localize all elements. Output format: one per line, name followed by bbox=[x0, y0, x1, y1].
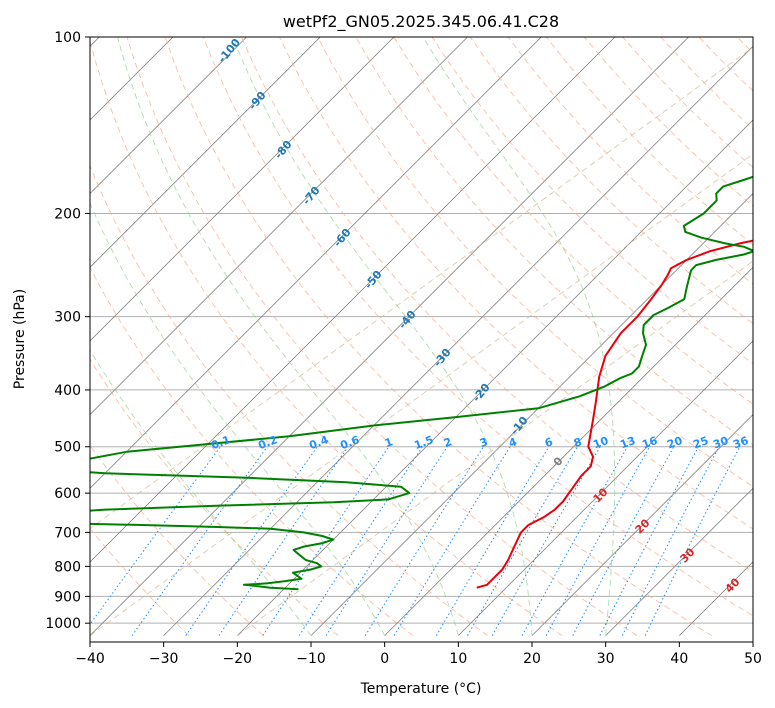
dry-adiabat-line bbox=[90, 358, 339, 636]
mixing-ratio-label: 8 bbox=[572, 435, 584, 450]
mixing-ratio-label: 13 bbox=[618, 434, 637, 451]
mixing-ratio-line bbox=[298, 446, 423, 636]
y-tick-label: 200 bbox=[54, 206, 81, 222]
y-tick-label: 500 bbox=[54, 440, 81, 456]
x-tick-label: −10 bbox=[296, 651, 326, 667]
y-tick-label: 600 bbox=[54, 486, 81, 502]
mixing-ratio-line bbox=[491, 446, 601, 636]
isohume-line bbox=[237, 260, 753, 636]
axis-ticks: −40 −30 −20 −10 0 10 20 30 40 5010020030040050060… bbox=[45, 30, 762, 667]
mixing-ratio-line bbox=[131, 446, 268, 636]
y-axis-label: Pressure (hPa) bbox=[12, 289, 28, 389]
moist-adiabat-line bbox=[90, 349, 312, 636]
isotherm-line bbox=[605, 487, 753, 636]
mixing-ratio-label: 6 bbox=[543, 435, 555, 450]
isotherm-line bbox=[458, 340, 753, 636]
mixing-ratio-label: 0.1 bbox=[209, 433, 232, 452]
dry-adiabat-line bbox=[279, 37, 753, 530]
moist-adiabat-line bbox=[117, 37, 459, 636]
y-tick-label: 300 bbox=[54, 310, 81, 326]
y-tick-label: 900 bbox=[54, 589, 81, 605]
dry-adiabat-line bbox=[507, 37, 753, 285]
temperature-series-line bbox=[476, 239, 753, 589]
y-tick-label: 700 bbox=[54, 525, 81, 541]
mixing-ratio-line bbox=[599, 446, 699, 636]
x-tick-label: 10 bbox=[449, 651, 467, 667]
dry-adiabat-line bbox=[90, 39, 563, 636]
x-tick-label: 40 bbox=[670, 651, 688, 667]
y-tick-label: 400 bbox=[54, 383, 81, 399]
dry-adiabat-line bbox=[393, 37, 753, 405]
series-lines bbox=[90, 175, 753, 591]
isotherm-line bbox=[531, 414, 753, 636]
mixing-ratio-label: 10 bbox=[591, 434, 610, 452]
x-tick-label: 0 bbox=[380, 651, 389, 667]
dry-adiabat-line bbox=[202, 37, 753, 617]
isotherm-line bbox=[90, 37, 395, 342]
isotherm-line bbox=[384, 266, 753, 636]
x-tick-label: −30 bbox=[149, 651, 179, 667]
moist-adiabat-line bbox=[422, 37, 616, 636]
plot-frame bbox=[89, 36, 754, 643]
mixing-ratio-line bbox=[262, 446, 390, 636]
mixing-ratio-label: 16 bbox=[640, 434, 659, 452]
x-axis-label: Temperature (°C) bbox=[360, 681, 482, 697]
mixing-ratio-line bbox=[90, 446, 221, 626]
dry-adiabat-line bbox=[126, 37, 638, 636]
mixing-ratio-label: 1.5 bbox=[412, 433, 435, 452]
mixing-ratio-label: 0.2 bbox=[256, 433, 279, 452]
mixing-ratio-line bbox=[467, 446, 578, 636]
isotherm-line bbox=[90, 37, 468, 416]
chart-title: wetPf2_GN05.2025.345.06.41.C28 bbox=[283, 12, 559, 32]
isotherm-line bbox=[90, 37, 616, 563]
isotherm-line bbox=[90, 37, 689, 636]
mixing-ratio-label: 2 bbox=[442, 435, 454, 450]
y-tick-label: 800 bbox=[54, 559, 81, 575]
moist-adiabat-line bbox=[90, 202, 386, 636]
mixing-ratio-line bbox=[521, 446, 628, 636]
x-tick-label: 30 bbox=[597, 651, 615, 667]
background-lines bbox=[90, 37, 753, 636]
mixing-ratio-line bbox=[572, 446, 675, 636]
x-tick-label: −20 bbox=[223, 651, 253, 667]
mixing-ratio-line bbox=[325, 446, 448, 636]
dry-adiabat-line bbox=[240, 37, 753, 573]
isohume-line bbox=[90, 153, 753, 636]
mixing-ratio-label: 30 bbox=[711, 434, 730, 452]
dry-adiabat-line bbox=[90, 266, 414, 636]
moist-adiabat-line bbox=[232, 37, 533, 636]
mixing-ratio-label: 36 bbox=[731, 434, 750, 452]
dewpoint-series-line bbox=[90, 175, 753, 591]
y-tick-label: 1000 bbox=[45, 616, 81, 632]
isotherm-line bbox=[90, 37, 321, 268]
dry-adiabat-line bbox=[469, 37, 753, 325]
mixing-ratio-label: 4 bbox=[507, 435, 519, 450]
mixing-ratio-label: 20 bbox=[665, 434, 684, 452]
isotherm-line bbox=[163, 45, 753, 636]
mixing-ratio-label: 0.6 bbox=[338, 433, 361, 452]
isotherm-line bbox=[90, 37, 542, 489]
isohume-line bbox=[90, 46, 753, 530]
dry-adiabat-line bbox=[431, 37, 753, 365]
x-tick-label: 20 bbox=[523, 651, 541, 667]
dry-adiabat-line bbox=[164, 37, 712, 636]
plot-background bbox=[90, 37, 753, 642]
dry-adiabat-line bbox=[317, 37, 753, 488]
mixing-ratio-label: 1 bbox=[383, 435, 395, 450]
mixing-ratio-line bbox=[218, 446, 349, 636]
mixing-ratio-label: 25 bbox=[691, 434, 710, 451]
isotherm-line bbox=[752, 635, 753, 636]
isotherm-line bbox=[90, 37, 247, 195]
x-tick-label: 50 bbox=[744, 651, 762, 667]
mixing-ratio-label: 3 bbox=[478, 435, 490, 450]
x-tick-label: −40 bbox=[75, 651, 105, 667]
mixing-ratio-label: 0.4 bbox=[307, 433, 330, 452]
y-tick-label: 100 bbox=[54, 30, 81, 46]
isotherm-line bbox=[237, 119, 753, 636]
mixing-ratio-line bbox=[185, 446, 318, 636]
dry-adiabat-line bbox=[90, 444, 264, 636]
